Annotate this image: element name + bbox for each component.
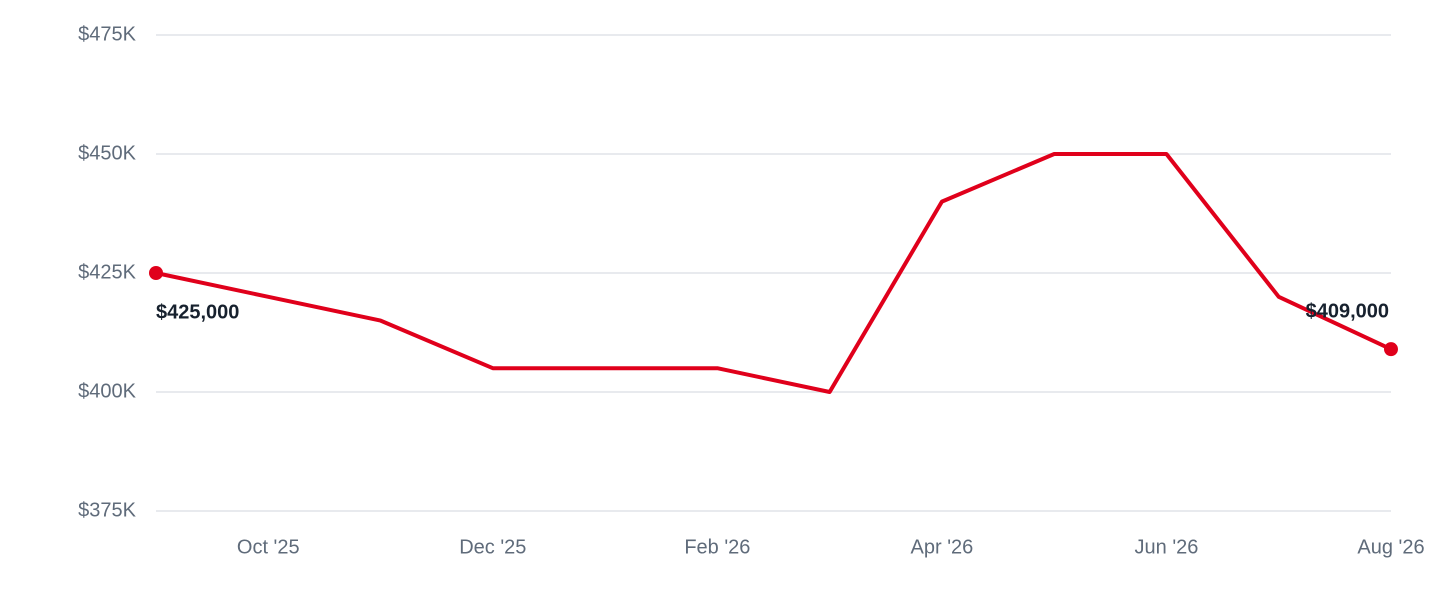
y-tick-label: $375K — [78, 499, 136, 521]
y-tick-label: $400K — [78, 380, 136, 402]
y-tick-label: $450K — [78, 142, 136, 164]
line — [155, 152, 1392, 394]
x-tick-label: Jun '26 — [1135, 536, 1199, 558]
x-tick-label: Apr '26 — [911, 536, 974, 558]
data-label: $425,000 — [156, 301, 239, 323]
x-tick-label: Feb '26 — [684, 536, 750, 558]
endpoint-marker — [149, 266, 163, 280]
y-tick-label: $425K — [78, 261, 136, 283]
x-tick-label: Dec '25 — [459, 536, 526, 558]
data-label: $409,000 — [1306, 300, 1389, 322]
y-tick-label: $475K — [78, 23, 136, 45]
x-tick-label: Oct '25 — [237, 536, 300, 558]
endpoint-marker — [1384, 342, 1398, 357]
x-tick-label: Aug '26 — [1357, 536, 1424, 558]
